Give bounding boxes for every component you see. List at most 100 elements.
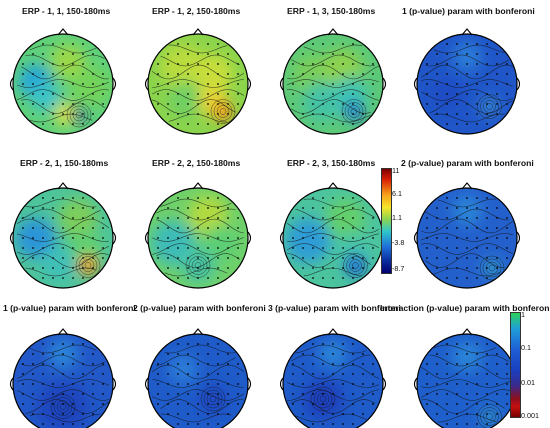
- electrode-dot: [446, 113, 448, 115]
- electrode-dot: [187, 217, 189, 219]
- electrode-dot: [32, 217, 34, 219]
- electrode-dot: [476, 217, 478, 219]
- electrode-dot: [312, 383, 314, 385]
- electrode-dot: [207, 123, 209, 125]
- electrode-dot: [187, 373, 189, 375]
- electrode-dot: [82, 43, 84, 45]
- electrode-dot: [506, 237, 508, 239]
- electrode-dot: [197, 353, 199, 355]
- electrode-dot: [322, 43, 324, 45]
- electrode-dot: [157, 403, 159, 405]
- electrode-dot: [207, 277, 209, 279]
- electrode-dot: [446, 237, 448, 239]
- electrode-dot: [332, 257, 334, 259]
- electrode-dot: [372, 63, 374, 65]
- electrode-dot: [496, 393, 498, 395]
- electrode-dot: [292, 383, 294, 385]
- electrode-dot: [446, 63, 448, 65]
- electrode-dot: [187, 247, 189, 249]
- electrode-dot: [217, 277, 219, 279]
- electrode-dot: [476, 247, 478, 249]
- electrode-dot: [436, 237, 438, 239]
- electrode-dot: [92, 403, 94, 405]
- electrode-dot: [322, 197, 324, 199]
- electrode-dot: [167, 217, 169, 219]
- electrode-dot: [177, 343, 179, 345]
- electrode-dot: [436, 103, 438, 105]
- electrode-dot: [446, 227, 448, 229]
- electrode-dot: [157, 393, 159, 395]
- panel-title: 1 (p-value) param with bonferoni: [402, 6, 535, 16]
- right-ear-marker: [112, 77, 117, 91]
- electrode-dot: [32, 103, 34, 105]
- electrode-dot: [157, 103, 159, 105]
- electrode-dot: [446, 393, 448, 395]
- electrode-dot: [207, 73, 209, 75]
- electrode-dot: [506, 383, 508, 385]
- electrode-dot: [362, 53, 364, 55]
- electrode-dot: [466, 413, 468, 415]
- electrode-dot: [177, 393, 179, 395]
- electrode-dot: [157, 383, 159, 385]
- electrode-dot: [157, 373, 159, 375]
- electrode-dot: [476, 403, 478, 405]
- electrode-dot: [22, 83, 24, 85]
- electrode-dot: [476, 103, 478, 105]
- electrode-dot: [82, 93, 84, 95]
- electrode-dot: [62, 83, 64, 85]
- electrode-dot: [302, 353, 304, 355]
- electrode-dot: [446, 197, 448, 199]
- electrode-dot: [62, 353, 64, 355]
- electrode-dot: [187, 227, 189, 229]
- electrode-dot: [426, 393, 428, 395]
- electrode-dot: [42, 403, 44, 405]
- electrode-dot: [227, 373, 229, 375]
- electrode-dot: [302, 227, 304, 229]
- topomap: [279, 328, 387, 428]
- electrode-dot: [52, 73, 54, 75]
- electrode-dot: [436, 53, 438, 55]
- electrode-dot: [157, 237, 159, 239]
- electrode-dot: [312, 237, 314, 239]
- electrode-dot: [446, 413, 448, 415]
- electrode-dot: [52, 207, 54, 209]
- electrode-dot: [486, 423, 488, 425]
- electrode-dot: [456, 53, 458, 55]
- electrode-dot: [362, 353, 364, 355]
- electrode-dot: [32, 63, 34, 65]
- electrode-dot: [42, 343, 44, 345]
- electrode-dot: [486, 383, 488, 385]
- electrode-dot: [506, 217, 508, 219]
- electrode-dot: [92, 113, 94, 115]
- electrode-dot: [197, 383, 199, 385]
- electrode-dot: [187, 197, 189, 199]
- electrode-dot: [426, 373, 428, 375]
- electrode-dot: [352, 363, 354, 365]
- electrode-dot: [62, 257, 64, 259]
- electrode-dot: [82, 423, 84, 425]
- electrode-dot: [157, 217, 159, 219]
- topomap-panel-p-1: 1 (p-value) param with bonferoni: [402, 0, 550, 140]
- p-value-colorbar-tick: 0.01: [521, 378, 535, 387]
- electrode-dot: [167, 103, 169, 105]
- electrode-dot: [456, 103, 458, 105]
- electrode-dot: [72, 277, 74, 279]
- electrode-dot: [506, 257, 508, 259]
- electrode-dot: [342, 207, 344, 209]
- electrode-dot: [426, 237, 428, 239]
- electrode-dot: [426, 363, 428, 365]
- electrode-dot: [456, 73, 458, 75]
- electrode-dot: [362, 403, 364, 405]
- electrode-dot: [456, 413, 458, 415]
- electrode-dot: [342, 93, 344, 95]
- electrode-dot: [42, 247, 44, 249]
- scalp-colormap: [13, 34, 113, 134]
- panel-title: ERP - 1, 3, 150-180ms: [287, 6, 376, 16]
- electrode-dot: [486, 247, 488, 249]
- electrode-dot: [187, 113, 189, 115]
- electrode-dot: [466, 343, 468, 345]
- electrode-dot: [342, 373, 344, 375]
- electrode-dot: [456, 93, 458, 95]
- electrode-dot: [312, 113, 314, 115]
- electrode-dot: [42, 267, 44, 269]
